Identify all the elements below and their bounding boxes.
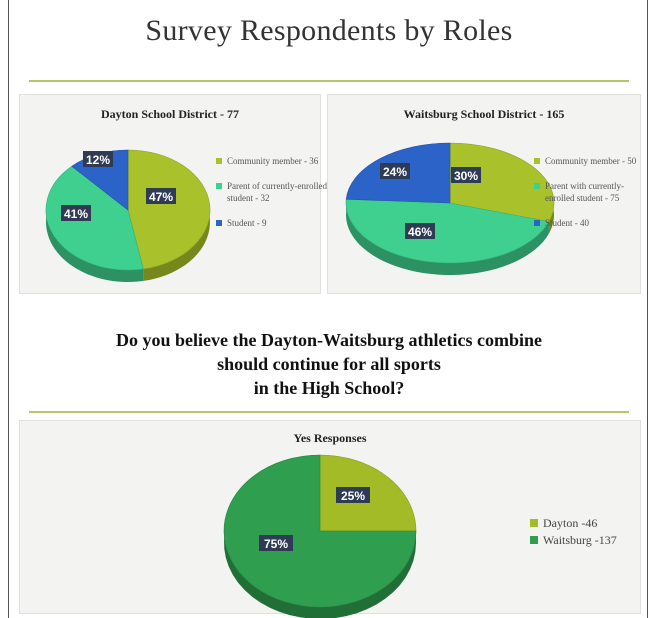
- legend-item: Dayton -46: [530, 517, 658, 529]
- svg-text:30%: 30%: [454, 169, 478, 183]
- legend-label: Dayton -46: [543, 516, 598, 530]
- pie-slice: [345, 198, 550, 264]
- yes-responses-legend: Dayton -46 Waitsburg -137: [530, 517, 658, 551]
- legend-item: Parent of currently-enrolled student - 3…: [216, 180, 327, 204]
- pie-slice: [223, 454, 417, 608]
- yes-responses-chart-title: Yes Responses: [293, 431, 367, 445]
- legend-swatch: [530, 519, 538, 527]
- pie-data-label: 24%: [380, 163, 410, 179]
- legend-label: Community member - 36: [227, 156, 319, 166]
- waitsburg-legend: Community member - 50 Parent with curren…: [534, 155, 645, 242]
- question-line: Do you believe the Dayton-Waitsburg athl…: [116, 330, 542, 350]
- yes-responses-chart-panel: Yes Responses 25% 75% Dayton -46 Waitsbur…: [19, 420, 641, 618]
- yes-responses-pie-chart: 25% 75%: [223, 454, 417, 618]
- svg-text:24%: 24%: [383, 165, 407, 179]
- pie-data-label: 30%: [451, 167, 481, 183]
- svg-text:25%: 25%: [341, 489, 365, 503]
- legend-label: Parent with currently-enrolled student -…: [545, 181, 624, 203]
- legend-swatch: [534, 183, 540, 189]
- legend-swatch: [530, 536, 538, 544]
- pie-slice: [127, 149, 211, 270]
- pie-slice-side: [346, 199, 549, 275]
- legend-item: Waitsburg -137: [530, 534, 658, 546]
- pie-data-label: 46%: [405, 223, 435, 239]
- svg-text:12%: 12%: [86, 153, 110, 167]
- dayton-pie-chart: 47% 41% 12%: [45, 149, 211, 282]
- pie-data-label: 12%: [83, 151, 113, 167]
- pie-data-label: 75%: [259, 535, 293, 551]
- question-divider: [29, 411, 629, 413]
- legend-item: Student - 9: [216, 217, 327, 229]
- legend-label: Student - 9: [227, 218, 267, 228]
- legend-item: Community member - 36: [216, 155, 327, 167]
- pie-slice: [45, 165, 144, 271]
- pie-data-label: 25%: [336, 487, 370, 503]
- legend-label: Student - 40: [545, 218, 589, 228]
- legend-item: Parent with currently-enrolled student -…: [534, 180, 645, 204]
- legend-swatch: [216, 220, 222, 226]
- waitsburg-chart-panel: Waitsburg School District - 165 30% 46% 24…: [327, 94, 641, 294]
- svg-text:41%: 41%: [64, 207, 88, 221]
- dayton-chart-title: Dayton School District - 77: [101, 107, 239, 121]
- legend-label: Parent of currently-enrolled student - 3…: [227, 181, 327, 203]
- legend-swatch: [534, 158, 540, 164]
- waitsburg-pie-chart: 30% 46% 24%: [345, 142, 555, 275]
- question-line: should continue for all sports: [217, 354, 441, 374]
- legend-swatch: [216, 158, 222, 164]
- pie-data-label: 41%: [61, 205, 91, 221]
- dayton-legend: Community member - 36 Parent of currentl…: [216, 155, 327, 242]
- svg-text:46%: 46%: [408, 225, 432, 239]
- pie-slice: [449, 142, 555, 222]
- svg-text:75%: 75%: [264, 537, 288, 551]
- legend-swatch: [534, 220, 540, 226]
- legend-item: Community member - 50: [534, 155, 645, 167]
- pie-data-label: 47%: [146, 188, 176, 204]
- svg-text:47%: 47%: [149, 190, 173, 204]
- title-divider: [29, 80, 629, 82]
- waitsburg-chart-title: Waitsburg School District - 165: [403, 107, 565, 121]
- legend-item: Student - 40: [534, 217, 645, 229]
- question-line: in the High School?: [253, 378, 405, 398]
- slide-frame: Survey Respondents by Roles Dayton Schoo…: [8, 0, 648, 618]
- page-title: Survey Respondents by Roles: [145, 14, 513, 47]
- legend-swatch: [216, 183, 222, 189]
- dayton-chart-panel: Dayton School District - 77 47% 41% 12% Co…: [19, 94, 327, 294]
- legend-label: Waitsburg -137: [543, 533, 617, 547]
- legend-label: Community member - 50: [545, 156, 637, 166]
- survey-question: Do you believe the Dayton-Waitsburg athl…: [9, 328, 649, 400]
